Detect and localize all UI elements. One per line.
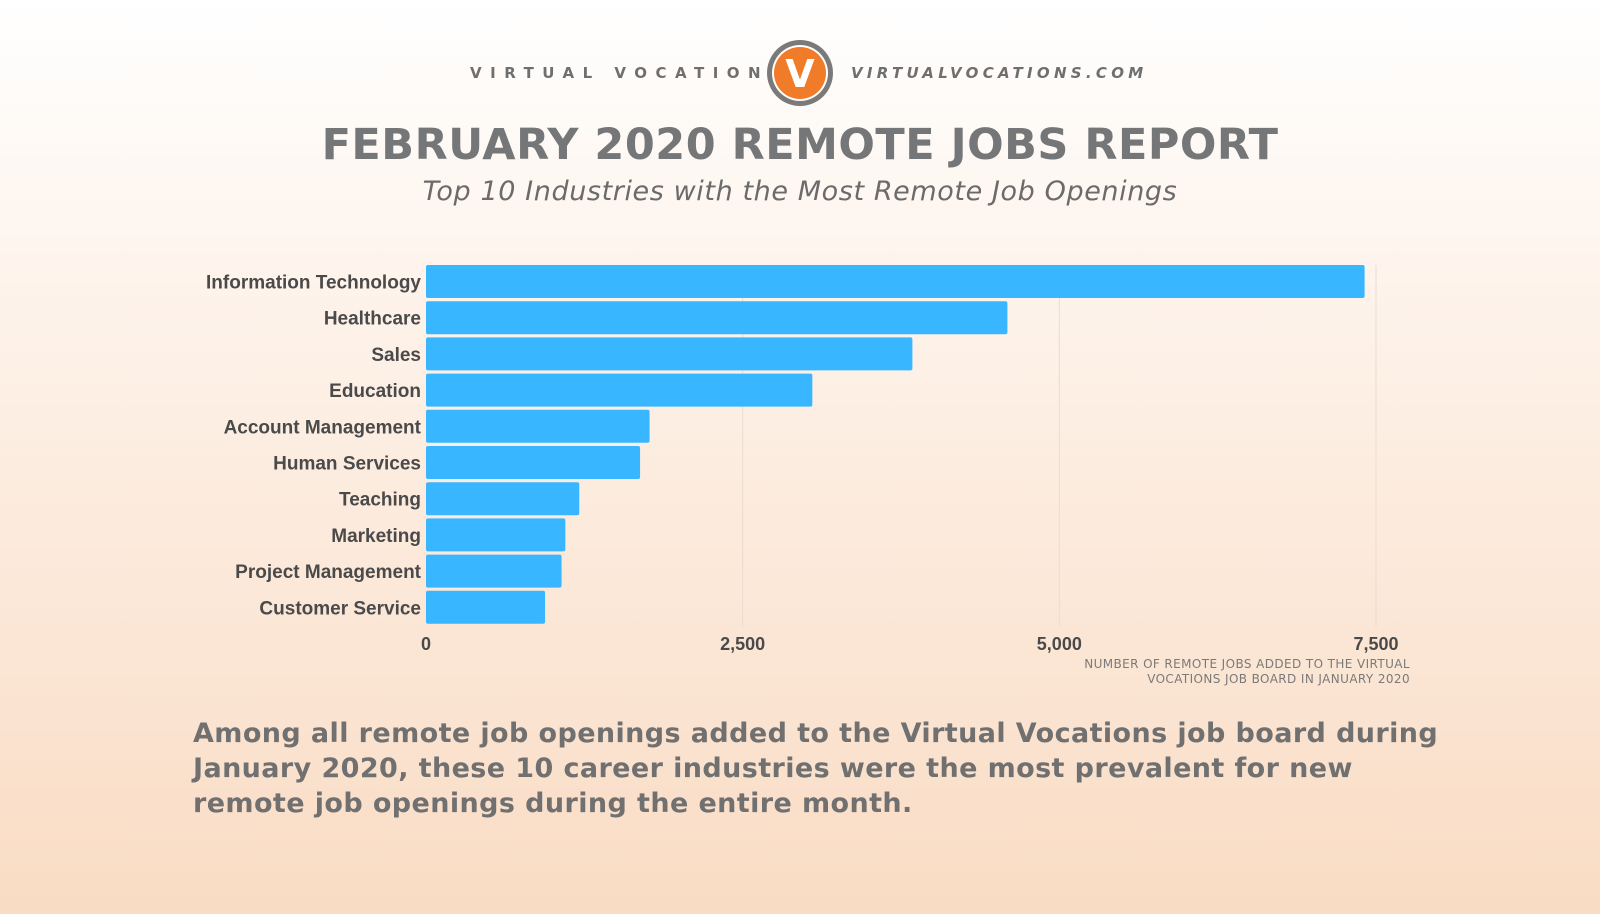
chart-x-ticks: 0 2,500 5,000 7,500: [421, 634, 1399, 654]
chart-bars: [426, 265, 1365, 624]
chart-category-labels: Information Technology Healthcare Sales Edu…: [206, 273, 422, 620]
category-label: Marketing: [331, 526, 421, 547]
bar-human-services: [426, 446, 641, 479]
category-label: Teaching: [339, 490, 421, 511]
x-tick-label: 5,000: [1037, 634, 1082, 654]
bar-teaching: [426, 482, 580, 516]
bar-chart: Information Technology Healthcare Sales Edu…: [206, 265, 1399, 654]
bar-sales: [426, 337, 913, 371]
category-label: Human Services: [273, 454, 421, 475]
bar-account-management: [426, 409, 650, 443]
logo-letter: V: [785, 52, 815, 96]
bar-project-management: [426, 554, 562, 588]
x-tick-label: 0: [421, 634, 431, 654]
caption-text: Among all remote job openings added to t…: [193, 718, 1439, 819]
page-subtitle: Top 10 Industries with the Most Remote J…: [422, 176, 1178, 207]
bar-marketing: [426, 518, 566, 552]
brand-name: VIRTUAL VOCATIONS: [470, 64, 789, 82]
x-tick-label: 7,500: [1353, 634, 1398, 654]
bar-education: [426, 373, 813, 407]
category-label: Education: [329, 381, 421, 402]
bar-customer-service: [426, 590, 546, 624]
brand-url[interactable]: VIRTUALVOCATIONS.COM: [851, 64, 1148, 82]
x-axis-label: NUMBER OF REMOTE JOBS ADDED TO THE VIRTU…: [1084, 657, 1410, 686]
bar-information-technology: [426, 265, 1365, 298]
bar-healthcare: [426, 301, 1008, 335]
x-tick-label: 2,500: [720, 634, 765, 654]
page-title: FEBRUARY 2020 REMOTE JOBS REPORT: [321, 120, 1279, 170]
logo-icon: V: [767, 40, 833, 106]
category-label: Sales: [371, 345, 421, 366]
category-label: Account Management: [224, 417, 422, 438]
brand-header: VIRTUAL VOCATIONS V VIRTUALVOCATIONS.COM: [0, 36, 1600, 112]
category-label: Information Technology: [206, 273, 421, 294]
category-label: Healthcare: [324, 309, 421, 330]
category-label: Project Management: [235, 562, 421, 583]
category-label: Customer Service: [259, 598, 421, 619]
